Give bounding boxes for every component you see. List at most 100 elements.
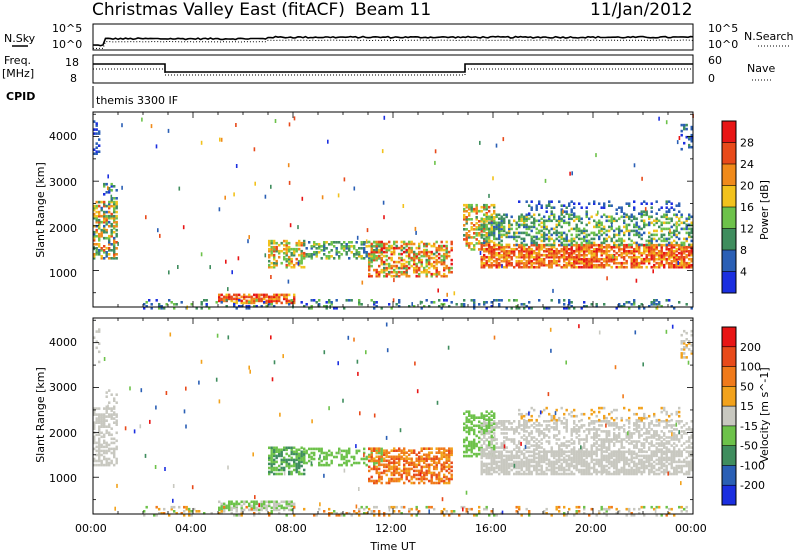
range-cell — [243, 293, 246, 297]
range-cell — [530, 472, 533, 476]
range-cell — [665, 227, 668, 231]
range-cell — [270, 446, 273, 450]
range-cell — [480, 245, 483, 249]
range-cell — [538, 253, 541, 257]
range-cell — [425, 272, 428, 276]
range-cell — [565, 249, 568, 253]
range-cell — [237, 256, 240, 261]
range-cell — [570, 208, 573, 211]
range-cell — [608, 466, 611, 470]
range-cell — [380, 481, 383, 485]
range-cell — [525, 231, 528, 235]
range-cell — [398, 447, 401, 450]
range-cell — [685, 253, 688, 257]
range-cell — [420, 467, 423, 471]
range-cell — [445, 469, 448, 473]
range-cell — [678, 247, 681, 251]
range-cell — [515, 472, 518, 476]
range-cell — [650, 468, 653, 472]
range-cell — [520, 436, 523, 439]
range-cell — [423, 248, 426, 252]
range-cell — [498, 223, 501, 227]
range-cell — [535, 470, 538, 474]
range-cell — [268, 458, 271, 462]
range-cell — [383, 453, 386, 457]
range-cell — [665, 247, 668, 251]
range-cell — [430, 250, 433, 254]
range-cell — [575, 259, 578, 263]
range-cell — [538, 245, 541, 249]
range-cell — [658, 460, 661, 464]
range-cell — [553, 422, 556, 425]
range-cell — [580, 247, 583, 251]
range-cell — [610, 215, 613, 219]
range-cell — [423, 252, 426, 256]
range-cell — [430, 272, 433, 276]
range-cell — [273, 468, 276, 472]
range-cell — [503, 464, 506, 468]
range-cell — [608, 204, 611, 207]
range-cell — [295, 470, 298, 474]
range-cell — [490, 213, 493, 217]
range-cell — [483, 234, 486, 237]
range-cell — [613, 245, 616, 249]
range-cell — [628, 307, 631, 310]
range-cell — [675, 247, 678, 251]
range-cell — [538, 223, 541, 227]
range-cell — [583, 450, 586, 453]
range-cell — [285, 245, 288, 249]
range-cell — [568, 468, 571, 472]
range-cell — [290, 464, 293, 468]
range-cell — [470, 416, 473, 419]
range-cell — [503, 233, 506, 237]
range-cell — [658, 472, 661, 476]
range-cell — [338, 251, 341, 254]
range-cell — [668, 255, 671, 259]
range-cell — [490, 418, 493, 422]
range-cell — [677, 261, 679, 265]
range-cell — [548, 468, 551, 472]
range-cell — [655, 472, 658, 476]
range-cell — [573, 448, 576, 451]
range-cell — [653, 245, 656, 249]
range-cell — [525, 219, 528, 223]
date-label: 11/Jan/2012 — [590, 0, 693, 20]
range-cell — [575, 253, 578, 257]
range-cell — [95, 243, 98, 246]
range-cell — [475, 226, 478, 229]
range-cell — [492, 176, 494, 181]
range-cell — [580, 221, 583, 225]
range-cell — [658, 251, 661, 255]
range-cell — [93, 427, 96, 430]
range-cell — [443, 248, 446, 252]
range-cell — [415, 230, 417, 235]
range-cell — [490, 301, 493, 304]
range-cell — [645, 239, 648, 243]
range-cell — [620, 456, 623, 460]
range-cell — [545, 247, 548, 251]
range-cell — [568, 223, 571, 227]
range-cell — [505, 454, 508, 458]
range-cell — [108, 224, 111, 228]
range-cell — [368, 257, 371, 260]
range-cell — [523, 253, 526, 257]
range-cell — [688, 243, 691, 247]
range-cell — [503, 229, 506, 233]
range-cell — [480, 209, 483, 213]
range-cell — [103, 249, 106, 252]
range-cell — [300, 458, 303, 462]
range-cell — [623, 454, 626, 458]
range-cell — [383, 242, 386, 246]
range-cell — [113, 210, 116, 214]
range-cell — [98, 415, 101, 418]
range-cell — [348, 299, 351, 302]
range-cell — [438, 299, 441, 302]
range-cell — [623, 468, 626, 472]
range-cell — [438, 475, 441, 479]
range-cell — [618, 243, 621, 247]
range-cell — [513, 235, 516, 239]
range-cell — [420, 262, 423, 266]
range-cell — [528, 212, 531, 215]
range-cell — [570, 255, 573, 259]
range-cell — [378, 467, 381, 471]
